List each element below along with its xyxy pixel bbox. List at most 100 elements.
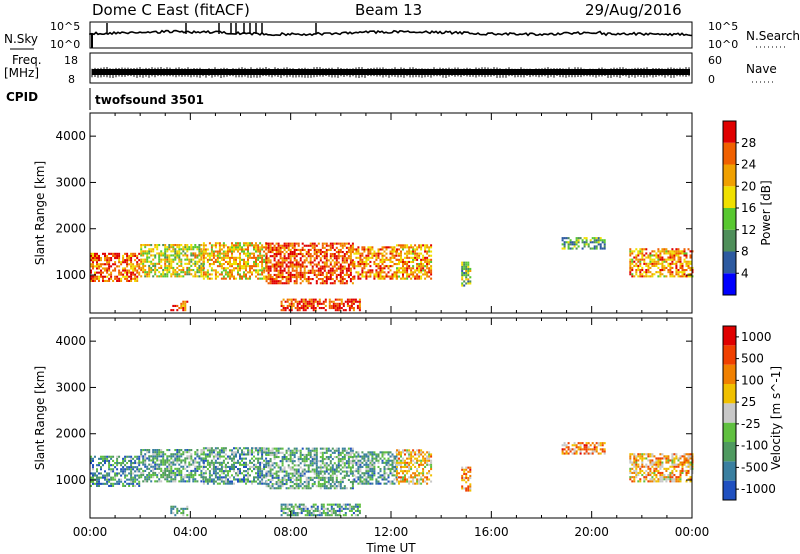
- echo-cell: [299, 483, 302, 486]
- echo-cell: [323, 280, 326, 283]
- echo-cell: [408, 260, 411, 263]
- echo-cell: [424, 250, 427, 253]
- echo-cell: [414, 476, 417, 479]
- echo-cell: [294, 300, 297, 303]
- echo-cell: [291, 468, 294, 471]
- echo-cell: [202, 252, 205, 255]
- echo-cell: [118, 257, 121, 260]
- echo-cell: [426, 250, 429, 253]
- echo-cell: [162, 269, 165, 272]
- echo-cell: [132, 482, 135, 485]
- echo-cell: [184, 248, 187, 251]
- echo-cell: [138, 484, 141, 487]
- echo-cell: [359, 482, 362, 485]
- echo-cell: [253, 468, 255, 471]
- echo-cell: [104, 459, 106, 462]
- echo-cell: [327, 487, 330, 490]
- echo-cell: [422, 455, 425, 458]
- echo-cell: [229, 258, 231, 261]
- echo-cell: [333, 271, 336, 274]
- echo-cell: [402, 459, 404, 462]
- echo-cell: [96, 271, 98, 274]
- echo-cell: [315, 464, 318, 467]
- echo-cell: [285, 451, 288, 454]
- echo-cell: [333, 462, 336, 465]
- echo-cell: [377, 277, 380, 280]
- echo-cell: [293, 487, 296, 490]
- echo-cell: [202, 453, 205, 456]
- echo-cell: [118, 273, 121, 276]
- echo-cell: [400, 459, 402, 462]
- echo-cell: [281, 251, 284, 254]
- echo-cell: [261, 461, 264, 464]
- echo-cell: [420, 263, 423, 266]
- echo-cell: [243, 248, 245, 251]
- echo-cell: [637, 258, 640, 261]
- echo-cell: [104, 462, 106, 465]
- echo-cell: [142, 461, 145, 464]
- echo-cell: [224, 476, 227, 479]
- echo-cell: [635, 273, 638, 276]
- echo-cell: [323, 282, 326, 285]
- echo-cell: [192, 480, 195, 483]
- echo-cell: [313, 257, 316, 260]
- echo-cell: [212, 269, 215, 272]
- echo-cell: [343, 453, 346, 456]
- echo-cell: [218, 242, 221, 245]
- echo-cell: [347, 276, 350, 279]
- echo-cell: [178, 307, 181, 310]
- echo-cell: [265, 244, 268, 247]
- echo-cell: [422, 256, 425, 259]
- echo-cell: [416, 267, 419, 270]
- echo-cell: [237, 472, 239, 475]
- echo-cell: [428, 470, 431, 473]
- echo-cell: [160, 254, 163, 257]
- echo-cell: [406, 472, 409, 475]
- echo-cell: [428, 258, 431, 261]
- echo-cell: [318, 300, 321, 303]
- echo-cell: [595, 245, 598, 248]
- echo-cell: [265, 474, 268, 477]
- echo-cell: [313, 263, 316, 266]
- echo-cell: [110, 470, 113, 473]
- echo-cell: [635, 264, 638, 267]
- echo-cell: [267, 470, 270, 473]
- echo-cell: [218, 451, 221, 454]
- echo-cell: [651, 258, 654, 261]
- echo-cell: [669, 250, 672, 253]
- echo-cell: [267, 269, 270, 272]
- echo-cell: [345, 261, 348, 264]
- echo-cell: [196, 256, 199, 259]
- echo-cell: [667, 262, 670, 265]
- echo-cell: [277, 261, 280, 264]
- echo-cell: [295, 483, 298, 486]
- echo-cell: [420, 472, 423, 475]
- echo-cell: [293, 453, 296, 456]
- echo-cell: [631, 250, 634, 253]
- echo-cell: [655, 256, 658, 259]
- echo-cell: [130, 254, 133, 257]
- echo-cell: [307, 466, 310, 469]
- echo-cell: [128, 484, 131, 487]
- echo-cell: [289, 276, 292, 279]
- echo-cell: [188, 463, 191, 466]
- echo-cell: [349, 273, 352, 276]
- echo-cell: [373, 252, 376, 255]
- echo-cell: [341, 244, 344, 247]
- echo-cell: [309, 271, 312, 274]
- echo-cell: [365, 258, 368, 261]
- echo-cell: [396, 271, 398, 274]
- echo-cell: [312, 300, 315, 303]
- echo-cell: [122, 267, 125, 270]
- echo-cell: [641, 266, 644, 269]
- echo-cell: [178, 457, 181, 460]
- echo-cell: [428, 459, 431, 462]
- echo-cell: [202, 277, 205, 280]
- echo-cell: [400, 252, 402, 255]
- echo-cell: [683, 275, 686, 278]
- echo-cell: [164, 269, 167, 272]
- echo-cell: [400, 480, 402, 483]
- echo-cell: [200, 474, 203, 477]
- echo-cell: [174, 478, 177, 481]
- echo-cell: [347, 242, 350, 245]
